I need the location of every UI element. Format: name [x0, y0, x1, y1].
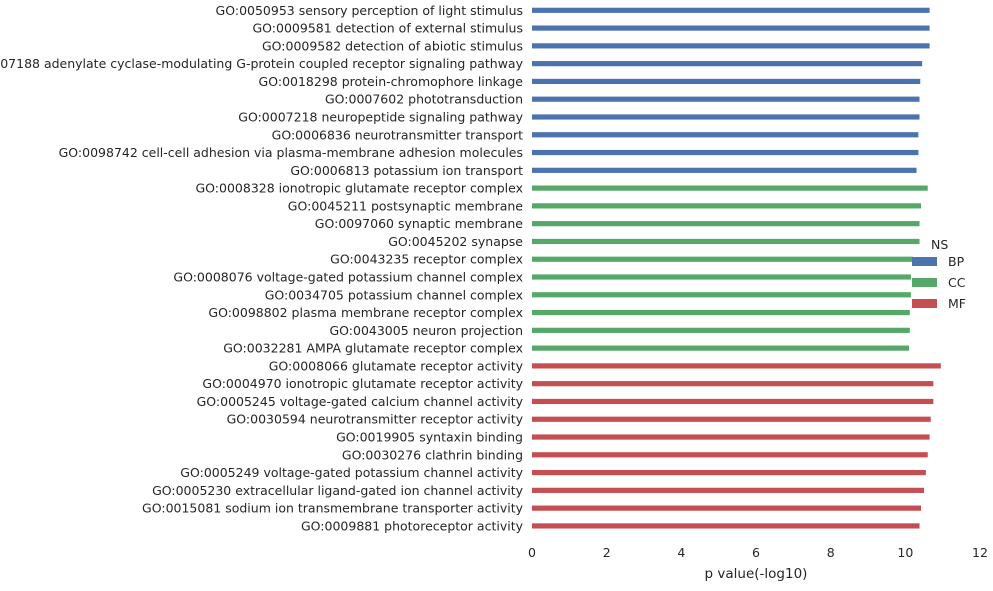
- category-label: GO:0045211 postsynaptic membrane: [288, 198, 524, 213]
- bar-mf-24: [532, 434, 930, 440]
- bar-bp-8: [532, 149, 919, 156]
- bar-cc-16: [532, 292, 911, 298]
- bar-mf-27: [532, 487, 924, 493]
- bar-mf-25: [532, 452, 928, 458]
- bar-bp-3: [532, 61, 923, 67]
- x-tick-labels-group: 0 2 4 6 8 10 12: [528, 545, 988, 560]
- bar-mf-20: [532, 363, 941, 369]
- bar-bp-5: [532, 96, 920, 102]
- bar-cc-11: [532, 203, 922, 209]
- legend-label-cc: CC: [948, 275, 966, 290]
- category-label: GO:0005245 voltage-gated calcium channel…: [197, 394, 524, 409]
- category-label: GO:0007218 neuropeptide signaling pathwa…: [238, 109, 523, 124]
- category-label: GO:0007602 phototransduction: [325, 92, 523, 107]
- bar-cc-12: [532, 221, 920, 227]
- bar-bp-9: [532, 167, 917, 173]
- bar-bp-7: [532, 132, 919, 138]
- category-label: GO:0005230 extracellular ligand-gated io…: [152, 483, 524, 498]
- bar-bp-0: [532, 7, 930, 13]
- category-labels-group: GO:0050953 sensory perception of light s…: [0, 3, 524, 534]
- category-label: GO:0007188 adenylate cyclase-modulating …: [0, 56, 524, 71]
- x-axis-title: p value(-log10): [705, 566, 808, 582]
- bar-cc-10: [532, 185, 928, 191]
- bar-mf-21: [532, 381, 934, 387]
- category-label: GO:0034705 potassium channel complex: [265, 287, 523, 302]
- category-label: GO:0097060 synaptic membrane: [315, 216, 524, 231]
- x-tick-label: 2: [603, 545, 611, 560]
- category-label: GO:0019905 syntaxin binding: [336, 430, 523, 445]
- x-tick-label: 0: [528, 545, 536, 560]
- category-label: GO:0098742 cell-cell adhesion via plasma…: [59, 145, 523, 160]
- category-label: GO:0009881 photoreceptor activity: [301, 518, 524, 533]
- category-label: GO:0043235 receptor complex: [330, 252, 523, 267]
- bar-mf-23: [532, 416, 931, 422]
- category-label: GO:0008328 ionotropic glutamate receptor…: [196, 181, 524, 196]
- category-label: GO:0050953 sensory perception of light s…: [216, 3, 523, 18]
- bar-bp-4: [532, 78, 921, 85]
- category-label: GO:0006813 potassium ion transport: [290, 163, 523, 178]
- category-label: GO:0030276 clathrin binding: [342, 447, 523, 462]
- category-label: GO:0045202 synapse: [388, 234, 523, 249]
- legend-swatch-mf: [912, 299, 937, 308]
- bar-bp-1: [532, 25, 930, 31]
- bar-cc-19: [532, 345, 910, 351]
- bar-cc-13: [532, 238, 920, 245]
- legend-label-mf: MF: [948, 296, 966, 311]
- legend-title: NS: [931, 237, 948, 252]
- legend-swatch-bp: [912, 257, 937, 266]
- bar-cc-18: [532, 327, 910, 333]
- category-label: GO:0009582 detection of abiotic stimulus: [262, 38, 523, 53]
- category-label: GO:0018298 protein-chromophore linkage: [259, 74, 524, 89]
- category-label: GO:0015081 sodium ion transmembrane tran…: [142, 501, 524, 516]
- bar-bp-2: [532, 43, 930, 49]
- bar-cc-17: [532, 309, 910, 316]
- category-label: GO:0030594 neurotransmitter receptor act…: [227, 412, 524, 427]
- x-tick-label: 12: [972, 545, 988, 560]
- category-label: GO:0008066 glutamate receptor activity: [269, 358, 524, 373]
- legend-label-bp: BP: [948, 254, 965, 269]
- bar-cc-14: [532, 256, 913, 262]
- category-label: GO:0008076 voltage-gated potassium chann…: [173, 270, 523, 285]
- category-label: GO:0009581 detection of external stimulu…: [253, 21, 524, 36]
- bar-mf-29: [532, 523, 920, 529]
- category-label: GO:0004970 ionotropic glutamate receptor…: [202, 376, 523, 391]
- category-label: GO:0043005 neuron projection: [329, 323, 523, 338]
- x-tick-label: 4: [677, 545, 685, 560]
- category-label: GO:0005249 voltage-gated potassium chann…: [180, 465, 523, 480]
- category-label: GO:0032281 AMPA glutamate receptor compl…: [223, 341, 523, 356]
- legend-swatch-cc: [912, 278, 937, 287]
- x-tick-label: 6: [752, 545, 760, 560]
- x-tick-label: 8: [827, 545, 835, 560]
- bar-bp-6: [532, 114, 920, 120]
- bar-mf-26: [532, 469, 926, 476]
- bar-cc-15: [532, 274, 911, 280]
- x-tick-label: 10: [897, 545, 913, 560]
- category-label: GO:0006836 neurotransmitter transport: [272, 127, 523, 142]
- bar-mf-22: [532, 398, 934, 405]
- bars-group: [532, 7, 941, 529]
- category-label: GO:0098802 plasma membrane receptor comp…: [208, 305, 523, 320]
- bar-mf-28: [532, 505, 922, 511]
